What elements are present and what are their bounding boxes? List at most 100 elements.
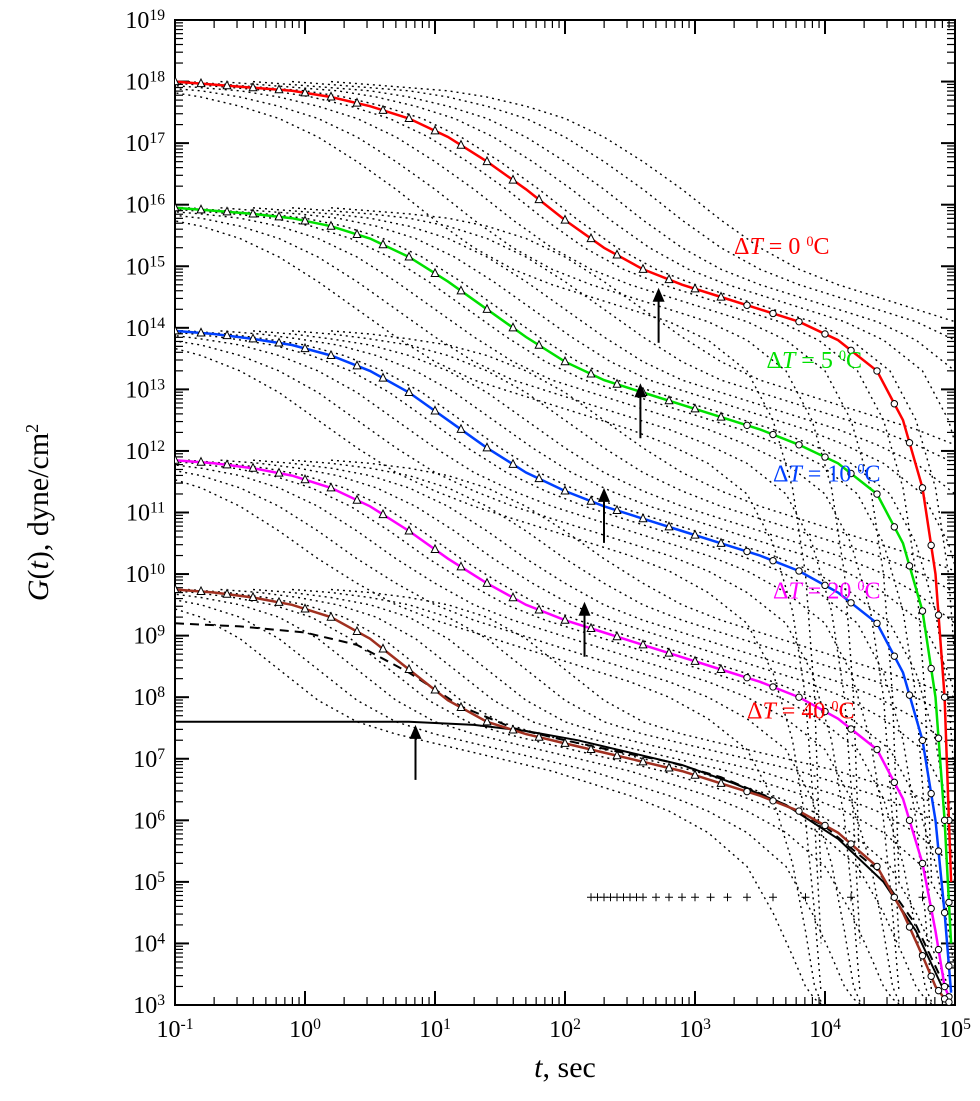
marker-circle xyxy=(928,905,934,911)
shift-curve xyxy=(45,460,821,1002)
marker-circle xyxy=(744,788,750,794)
marker-circle xyxy=(928,665,934,671)
shift-curve xyxy=(84,460,860,1002)
plus-marker xyxy=(724,893,732,901)
marker-circle xyxy=(891,779,897,785)
plus-marker xyxy=(678,893,686,901)
shift-curve xyxy=(45,331,821,993)
marker-circle xyxy=(946,899,952,905)
shift-curve xyxy=(156,590,932,1004)
shift-curve xyxy=(221,590,980,1004)
marker-circle xyxy=(822,822,828,828)
shift-curve xyxy=(331,460,980,1002)
marker-circle xyxy=(891,653,897,659)
marker-circle xyxy=(770,684,776,690)
plus-marker xyxy=(743,893,751,901)
marker-circle xyxy=(906,817,912,823)
dashed-envelope xyxy=(175,623,942,980)
marker-circle xyxy=(928,973,934,979)
marker-circle xyxy=(770,798,776,804)
svg-text:104: 104 xyxy=(133,930,165,958)
svg-text:104: 104 xyxy=(809,1016,841,1044)
label-dt40: ΔT = 40 0C xyxy=(747,699,855,725)
svg-text:1013: 1013 xyxy=(125,376,165,404)
label-dt0: ΔT = 0 0C xyxy=(734,234,830,260)
marker-circle xyxy=(796,808,802,814)
plus-marker xyxy=(639,893,647,901)
arrowhead-icon xyxy=(653,288,665,302)
svg-text:106: 106 xyxy=(133,807,165,835)
svg-text:109: 109 xyxy=(133,622,165,650)
marker-circle xyxy=(822,454,828,460)
marker-circle xyxy=(935,612,941,618)
marker-circle xyxy=(941,817,947,823)
marker-circle xyxy=(919,485,925,491)
label-dt5: ΔT = 5 0C xyxy=(767,348,863,374)
marker-circle xyxy=(744,674,750,680)
marker-circle xyxy=(874,491,880,497)
shift-curve xyxy=(84,331,860,993)
svg-text:1015: 1015 xyxy=(125,253,165,281)
marker-circle xyxy=(935,848,941,854)
shift-curve xyxy=(188,460,964,1002)
marker-circle xyxy=(919,953,925,959)
marker-circle xyxy=(796,442,802,448)
svg-text:105: 105 xyxy=(939,1016,971,1044)
svg-text:1017: 1017 xyxy=(125,130,165,158)
svg-text:102: 102 xyxy=(549,1016,581,1044)
svg-text:103: 103 xyxy=(133,992,165,1020)
svg-text:1014: 1014 xyxy=(125,314,165,342)
plot-frame xyxy=(175,20,955,1005)
shift-curve xyxy=(84,208,860,944)
plus-marker xyxy=(652,893,660,901)
series-dt5 xyxy=(175,208,951,944)
relaxation-modulus-chart: 10-1100101102103104105103104105106107108… xyxy=(0,0,980,1101)
marker-circle xyxy=(744,422,750,428)
marker-circle xyxy=(744,302,750,308)
marker-circle xyxy=(770,310,776,316)
marker-circle xyxy=(874,368,880,374)
plus-marker xyxy=(919,893,927,901)
svg-text:103: 103 xyxy=(679,1016,711,1044)
shift-curve xyxy=(123,208,899,944)
svg-text:108: 108 xyxy=(133,684,165,712)
plus-marker xyxy=(691,893,699,901)
shift-curve xyxy=(221,331,980,993)
marker-circle xyxy=(946,999,952,1005)
shift-curve xyxy=(156,208,932,944)
marker-circle xyxy=(891,401,897,407)
marker-circle xyxy=(941,909,947,915)
plus-marker xyxy=(802,893,810,901)
marker-circle xyxy=(796,568,802,574)
marker-circle xyxy=(946,963,952,969)
shift-curve xyxy=(84,82,860,882)
marker-circle xyxy=(935,946,941,952)
svg-text:100: 100 xyxy=(289,1016,321,1044)
svg-text:1010: 1010 xyxy=(125,561,165,589)
marker-circle xyxy=(935,735,941,741)
x-axis-label: t, sec xyxy=(534,1051,596,1084)
svg-text:1011: 1011 xyxy=(126,499,165,527)
arrowhead-icon xyxy=(410,725,422,739)
shift-curve xyxy=(292,590,980,1004)
shift-curve xyxy=(253,208,980,944)
svg-text:1016: 1016 xyxy=(125,191,165,219)
shift-curve xyxy=(292,460,980,1002)
svg-text:1019: 1019 xyxy=(125,7,165,35)
plus-marker xyxy=(847,893,855,901)
shift-curve xyxy=(188,590,964,1004)
marker-circle xyxy=(770,558,776,564)
marker-circle xyxy=(770,431,776,437)
plus-marker xyxy=(707,893,715,901)
marker-circle xyxy=(928,542,934,548)
marker-circle xyxy=(848,726,854,732)
svg-text:107: 107 xyxy=(133,745,165,773)
marker-circle xyxy=(919,737,925,743)
marker-circle xyxy=(906,692,912,698)
chart-container: 10-1100101102103104105103104105106107108… xyxy=(0,0,980,1101)
series-dt10 xyxy=(175,331,951,993)
marker-circle xyxy=(906,563,912,569)
marker-circle xyxy=(919,860,925,866)
plus-marker xyxy=(665,893,673,901)
shift-curve xyxy=(188,331,964,993)
